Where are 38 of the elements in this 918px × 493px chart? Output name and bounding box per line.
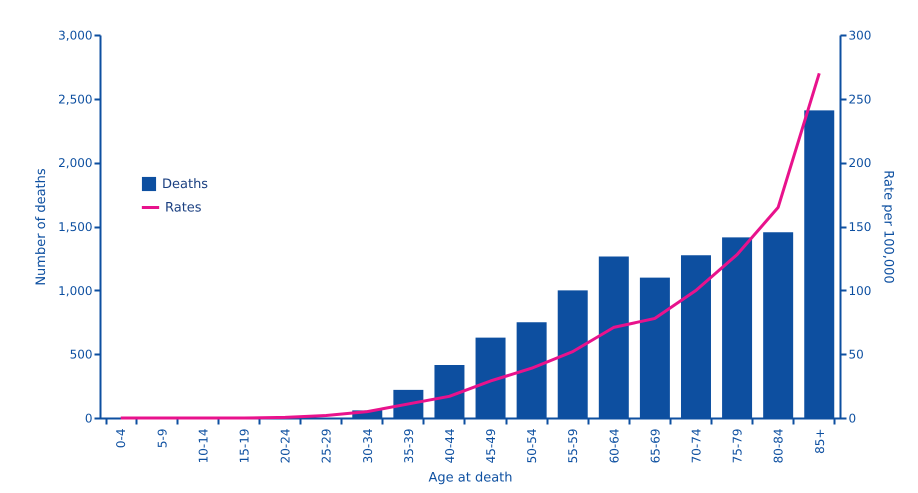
x-tick-label: 35-39: [402, 428, 416, 464]
x-tick-label: 5-9: [155, 428, 170, 448]
x-axis-title: Age at death: [428, 470, 513, 486]
y2-tick-label: 300: [848, 28, 872, 42]
y-tick-label: 2,500: [58, 92, 92, 106]
y-tick-label: 500: [70, 348, 92, 362]
x-tick-label: 75-79: [730, 428, 745, 464]
y2-tick-label: 250: [848, 92, 872, 106]
x-tick-label: 40-44: [442, 428, 457, 464]
y-tick-label: 3,000: [58, 28, 92, 42]
x-tick-label: 80-84: [772, 428, 786, 464]
y-axis-title: Number of deaths: [34, 168, 50, 286]
y2-tick-label: 100: [848, 284, 872, 298]
y-tick-label: 1,500: [58, 220, 92, 234]
x-tick-label: 60-64: [607, 428, 622, 464]
y2-tick-label: 200: [848, 156, 872, 170]
x-tick-label: 55-59: [566, 428, 580, 464]
x-tick-label: 50-54: [525, 428, 540, 464]
x-tick-label: 30-34: [360, 428, 375, 464]
y-tick-label: 0: [84, 412, 92, 426]
x-tick-label: 0-4: [114, 428, 128, 448]
x-tick-label: 45-49: [484, 428, 498, 464]
x-tick-label: 65-69: [648, 428, 662, 464]
x-tick-label: 85+: [812, 428, 827, 454]
y2-tick-label: 150: [848, 220, 872, 234]
x-tick-label: 10-14: [196, 428, 210, 464]
x-tick-label: 15-19: [238, 428, 252, 464]
y2-axis-title: Rate per 100,000: [880, 170, 896, 284]
line-series: [119, 72, 821, 420]
y2-tick-label: 50: [848, 348, 864, 362]
x-tick-label: 25-29: [320, 428, 334, 464]
y-tick-label: 2,000: [58, 156, 92, 170]
x-tick-label: 20-24: [278, 428, 293, 464]
y2-tick-label: 0: [848, 412, 856, 426]
y-tick-label: 1,000: [58, 284, 92, 298]
legend-label: Rates: [165, 200, 202, 216]
x-tick-label: 70-74: [689, 428, 704, 464]
legend-label: Deaths: [162, 177, 208, 192]
